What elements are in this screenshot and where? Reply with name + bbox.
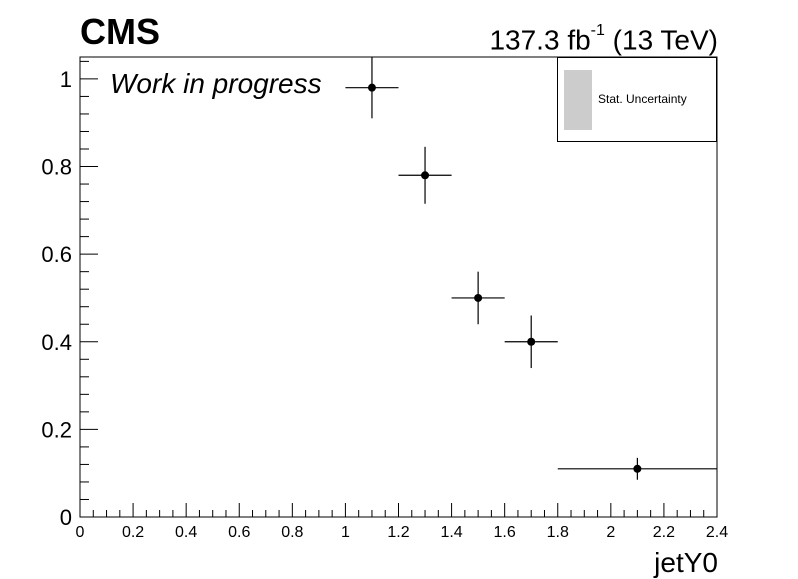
x-tick-label: 1.6: [494, 524, 516, 541]
x-tick-label: 0: [76, 524, 85, 541]
data-marker: [421, 171, 430, 180]
x-tick-label: 1: [341, 524, 350, 541]
x-tick-label: 0.6: [228, 524, 250, 541]
data-point: [398, 146, 452, 204]
y-tick-label: 0.2: [41, 417, 72, 442]
x-tick-label: 0.4: [175, 524, 197, 541]
data-marker: [527, 337, 536, 346]
x-tick-label: 0.2: [122, 524, 144, 541]
x-tick-label: 2: [606, 524, 615, 541]
data-point: [451, 271, 505, 325]
data-marker: [633, 464, 642, 473]
x-tick-label: 2.2: [653, 524, 675, 541]
data-points: [345, 57, 717, 480]
data-point: [557, 457, 717, 480]
x-tick-label: 1.4: [440, 524, 462, 541]
data-marker: [474, 293, 483, 302]
x-axis-label: jetY0: [654, 547, 718, 578]
x-tick-label: 1.8: [547, 524, 569, 541]
data-point: [345, 57, 399, 119]
axes: 0 0.2 0.4 0.6 0.8 1 1.2 1.4 1.6 1.8 2 2.2 2.4 0 0.2 0.4…: [41, 56, 728, 541]
data-marker: [367, 83, 376, 92]
y-tick-label: 0: [60, 505, 72, 530]
lumi-value: 137.3 fb: [489, 24, 591, 56]
lumi-energy: (13 TeV): [604, 24, 718, 56]
y-tick-label: 0.6: [41, 242, 72, 267]
legend: Stat. Uncertainty: [557, 57, 717, 142]
y-tick-label: 1: [60, 67, 72, 92]
luminosity-label: 137.3 fb-1 (13 TeV): [489, 15, 718, 60]
x-tick-label: 2.4: [706, 524, 728, 541]
x-tick-label: 0.8: [281, 524, 303, 541]
legend-swatch: [564, 70, 592, 130]
y-tick-label: 0.4: [41, 330, 72, 355]
legend-entry-label: Stat. Uncertainty: [598, 92, 687, 106]
x-tick-label: 1.2: [387, 524, 409, 541]
data-point: [504, 315, 558, 369]
y-tick-label: 0.8: [41, 155, 72, 180]
status-label: Work in progress: [110, 68, 322, 99]
lumi-exponent: -1: [590, 22, 605, 39]
experiment-label: CMS: [80, 11, 160, 52]
